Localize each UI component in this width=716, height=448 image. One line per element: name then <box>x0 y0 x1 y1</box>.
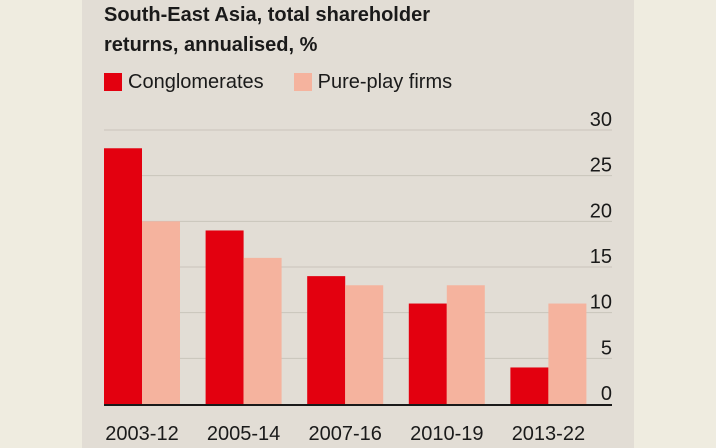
chart-title: South-East Asia, total shareholder retur… <box>104 0 604 60</box>
y-tick-label: 0 <box>601 383 612 405</box>
y-tick-label: 5 <box>601 337 612 359</box>
chart-title-line-2: returns, annualised, % <box>104 34 318 56</box>
bar-pure-play <box>243 257 282 404</box>
y-tick-label: 20 <box>590 200 612 222</box>
legend-label-conglomerates: Conglomerates <box>128 70 264 93</box>
y-tick-label: 15 <box>590 246 612 268</box>
x-tick-label: 2007-16 <box>308 423 381 445</box>
bar-pure-play <box>548 303 587 404</box>
y-tick-label: 30 <box>590 109 612 131</box>
legend-item-pure-play: Pure-play firms <box>293 70 453 94</box>
bar-pure-play <box>142 221 180 404</box>
x-tick-label: 2013-22 <box>512 423 585 445</box>
chart-title-line-1: South-East Asia, total shareholder <box>104 4 430 26</box>
x-tick-label: 2005-14 <box>207 423 280 445</box>
x-tick-label: 2010-19 <box>410 423 483 445</box>
legend-swatch-conglomerates <box>104 73 122 91</box>
y-tick-label: 25 <box>590 155 612 177</box>
bar-conglomerates <box>408 303 447 404</box>
bar-pure-play <box>446 285 485 404</box>
legend-label-pure-play: Pure-play firms <box>317 70 453 93</box>
bar-conglomerates <box>104 148 142 404</box>
x-tick-label: 2003-12 <box>105 423 178 445</box>
legend-swatch-pure-play <box>293 73 312 91</box>
chart-legend: Conglomerates Pure-play firms <box>104 70 482 94</box>
y-tick-label: 10 <box>590 292 612 314</box>
bar-conglomerates <box>307 276 346 404</box>
bar-pure-play <box>345 285 384 404</box>
bar-conglomerates <box>510 367 549 404</box>
bar-conglomerates <box>205 230 244 404</box>
legend-item-conglomerates: Conglomerates <box>104 71 264 94</box>
